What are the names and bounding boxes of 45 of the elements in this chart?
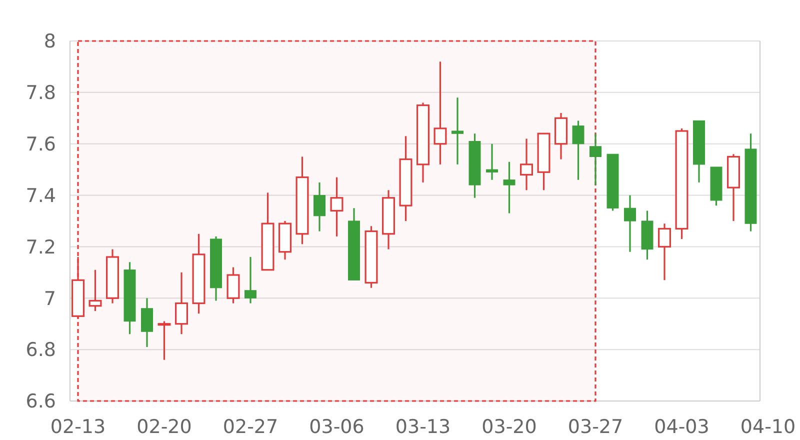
candlestick: [382, 189, 395, 250]
y-tick-label: 7.4: [26, 184, 56, 207]
x-tick-label: 03-13: [395, 416, 451, 438]
x-tick-label: 03-20: [482, 416, 537, 438]
candlestick: [210, 236, 222, 302]
candlestick: [744, 132, 757, 232]
candlestick: [452, 96, 464, 166]
candlestick: [141, 297, 153, 348]
candlestick: [330, 176, 344, 238]
candlestick: [486, 143, 498, 181]
y-tick-label: 6.6: [26, 390, 56, 413]
candlestick: [572, 120, 584, 181]
y-tick-label: 8: [44, 30, 56, 53]
x-tick-label: 04-10: [740, 416, 796, 438]
x-tick-label: 03-27: [568, 416, 624, 438]
y-tick-label: 7.2: [26, 236, 56, 258]
candlestick: [554, 112, 568, 160]
candlestick: [124, 261, 136, 335]
candlestick: [278, 220, 292, 260]
candlestick: [727, 153, 740, 222]
y-tick-label: 7: [44, 288, 56, 310]
candlestick: [175, 272, 188, 335]
y-tick-label: 7.8: [26, 82, 56, 104]
candlestick: [468, 132, 481, 199]
candlestick: [641, 210, 654, 260]
candlestick: [590, 132, 602, 186]
x-tick-label: 02-27: [222, 416, 278, 438]
y-tick-label: 6.8: [26, 339, 56, 362]
y-tick-label: 7.6: [26, 134, 56, 156]
x-tick-label: 02-13: [50, 416, 106, 438]
candlestick: [296, 156, 309, 245]
candlestick: [244, 256, 256, 304]
x-tick-label: 02-20: [136, 416, 192, 438]
candlestick: [434, 60, 447, 166]
candlestick: [503, 161, 516, 214]
candlestick: [106, 248, 119, 304]
candlestick: [399, 135, 412, 222]
candlestick: [520, 138, 533, 191]
candlestick: [192, 233, 206, 314]
candlestick: [314, 182, 326, 232]
candlestick: [658, 222, 671, 281]
candlestick: [624, 194, 636, 253]
x-tick-label: 04-03: [654, 416, 710, 438]
x-tick-label: 03-06: [309, 416, 364, 438]
candlestick: [416, 102, 430, 184]
